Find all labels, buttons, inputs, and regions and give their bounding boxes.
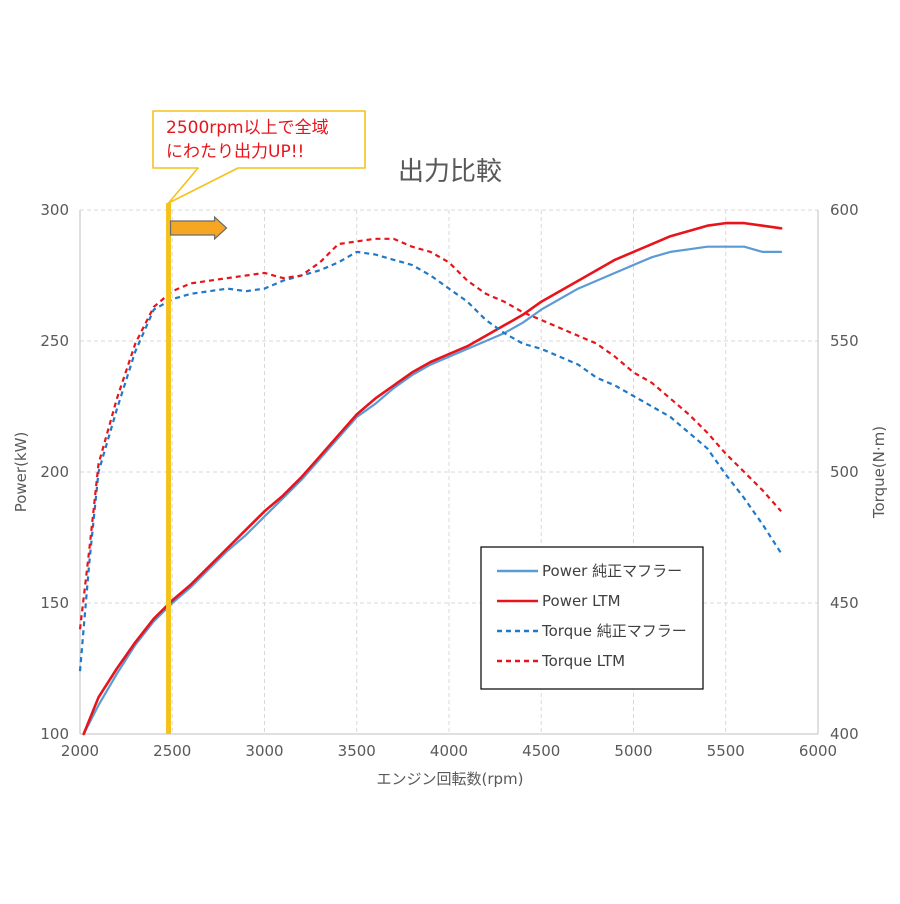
y-right-tick-label: 550 — [830, 332, 859, 350]
callout-box — [152, 110, 366, 204]
series-line-2 — [82, 221, 783, 736]
x-tick-label: 5000 — [614, 742, 652, 760]
arrow-right-icon — [169, 215, 228, 241]
y-right-tick-label: 400 — [830, 725, 859, 743]
series-layer — [78, 221, 783, 736]
annotation: 2500rpm以上で全域 にわたり出力UP!! — [152, 110, 366, 734]
x-tick-label: 3000 — [245, 742, 283, 760]
y-right-tick-label: 500 — [830, 463, 859, 481]
legend-label: Torque LTM — [541, 652, 625, 670]
y-left-tick-label: 300 — [40, 201, 69, 219]
callout-line-2: にわたり出力UP!! — [166, 142, 304, 162]
x-tick-label: 3500 — [338, 742, 376, 760]
series-line-1 — [82, 245, 783, 736]
chart-title: 出力比較 — [398, 157, 502, 187]
x-tick-label: 5500 — [707, 742, 745, 760]
y-right-tick-label: 450 — [830, 594, 859, 612]
y-left-tick-label: 200 — [40, 463, 69, 481]
y-left-axis-title: Power(kW) — [12, 432, 30, 513]
legend-label: Power LTM — [542, 592, 621, 610]
x-tick-label: 4000 — [430, 742, 468, 760]
x-tick-label: 2500 — [153, 742, 191, 760]
y-left-tick-label: 150 — [40, 594, 69, 612]
legend-label: Torque 純正マフラー — [541, 622, 687, 640]
grid — [80, 209, 818, 734]
legend-items: Power 純正マフラー Power LTM Torque 純正マフラー Torque… — [497, 562, 687, 670]
axes: 2000 2500 3000 3500 4000 4500 5000 5500 6000 100 1… — [40, 201, 858, 760]
x-axis-title: エンジン回転数(rpm) — [376, 770, 523, 788]
y-left-tick-label: 100 — [40, 725, 69, 743]
legend: Power 純正マフラー Power LTM Torque 純正マフラー Torque… — [480, 546, 704, 690]
x-tick-label: 6000 — [799, 742, 837, 760]
x-tick-label: 2000 — [61, 742, 99, 760]
callout-line-1: 2500rpm以上で全域 — [166, 118, 329, 138]
y-left-tick-label: 250 — [40, 332, 69, 350]
series-line-4 — [78, 237, 782, 630]
y-right-tick-label: 600 — [830, 201, 859, 219]
y-right-axis-title: Torque(N·m) — [870, 426, 888, 519]
legend-label: Power 純正マフラー — [542, 562, 682, 580]
x-tick-label: 4500 — [522, 742, 560, 760]
